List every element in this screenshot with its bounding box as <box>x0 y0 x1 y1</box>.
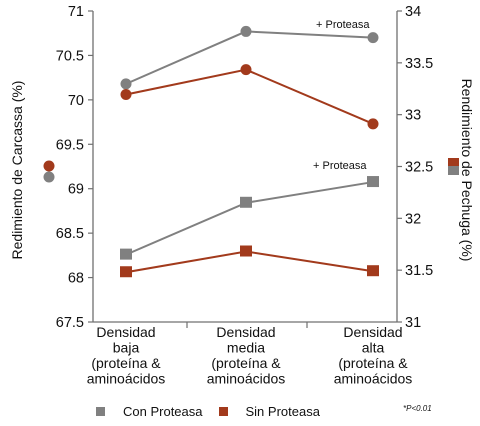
data-point-square <box>240 245 252 257</box>
chart-canvas: 71 70.5 70 69.5 69 68.5 68 67.5 34 33.5 33 32.5 32 31… <box>9 4 475 387</box>
right-axis-title: Rendimiento de Pechuga (%) <box>459 79 475 262</box>
legend-item-con-proteasa: Con Proteasa <box>96 404 203 419</box>
data-point-square <box>240 196 252 208</box>
left-tick-label: 70 <box>68 93 84 109</box>
legend-item-sin-proteasa: Sin Proteasa <box>218 403 320 419</box>
data-point-circle <box>367 118 379 130</box>
right-axis-key-square-sin <box>448 158 459 168</box>
legend-label: Con Proteasa <box>123 403 203 419</box>
series-line-0 <box>125 30 374 85</box>
left-tick-label: 68 <box>68 271 84 287</box>
data-point-circle <box>120 78 132 90</box>
right-tick-label: 33 <box>405 108 421 124</box>
category-label: Densidad <box>343 324 402 340</box>
significance-footnote: *P<0.01 <box>403 404 432 413</box>
legend-swatch-icon <box>96 406 105 416</box>
left-tick-label: 69.5 <box>56 137 84 153</box>
right-axis-key-square-con <box>448 166 459 175</box>
data-point-square <box>120 266 132 278</box>
category-label: (proteína & <box>338 355 408 371</box>
series-line-1 <box>125 68 374 125</box>
legend-swatch-icon <box>218 406 228 416</box>
left-axis-title: Redimiento de Carcassa (%) <box>9 81 25 260</box>
annotation-label: + Proteasa <box>313 160 367 172</box>
right-tick-label: 33.5 <box>405 56 433 72</box>
category-label: baja <box>113 340 140 356</box>
category-label: aminoácidos <box>87 371 166 387</box>
annotation-label: + Proteasa <box>316 19 370 31</box>
chart-axis-keys <box>43 158 459 183</box>
legend-label: Sin Proteasa <box>245 403 320 419</box>
data-point-square <box>367 176 379 188</box>
data-point-circle <box>240 64 252 76</box>
left-tick-label: 68.5 <box>56 226 84 242</box>
category-label: Densidad <box>96 324 155 340</box>
category-label: aminoácidos <box>334 371 413 387</box>
category-label: alta <box>362 340 385 356</box>
chart-tick-labels: 71 70.5 70 69.5 69 68.5 68 67.5 34 33.5 33 32.5 32 31… <box>9 4 475 331</box>
data-point-circle <box>240 25 252 37</box>
right-tick-label: 31 <box>405 315 421 331</box>
right-tick-label: 32 <box>405 211 421 227</box>
data-point-square <box>367 265 379 277</box>
data-point-square <box>120 248 132 260</box>
left-tick-label: 67.5 <box>56 315 84 331</box>
left-tick-label: 69 <box>68 182 84 198</box>
category-label: (proteína & <box>211 355 281 371</box>
left-axis-key-circle-con <box>43 171 55 183</box>
series-line-2 <box>125 181 374 256</box>
legend: Con Proteasa Sin Proteasa <box>96 402 336 420</box>
left-tick-label: 70.5 <box>56 48 84 64</box>
right-tick-label: 31.5 <box>405 263 433 279</box>
right-tick-label: 34 <box>405 4 421 20</box>
left-axis-key-circle-sin <box>43 160 55 172</box>
category-label: aminoácidos <box>207 371 286 387</box>
category-label: (proteína & <box>91 355 161 371</box>
data-point-circle <box>367 32 379 44</box>
category-label: Densidad <box>216 324 275 340</box>
right-tick-label: 32.5 <box>405 160 433 176</box>
chart-series-points <box>120 25 379 278</box>
left-tick-label: 71 <box>68 4 84 20</box>
category-label: media <box>227 340 265 356</box>
chart-axes <box>88 10 402 328</box>
data-point-circle <box>120 89 132 101</box>
chart-annotations: + Proteasa + Proteasa <box>313 19 370 172</box>
